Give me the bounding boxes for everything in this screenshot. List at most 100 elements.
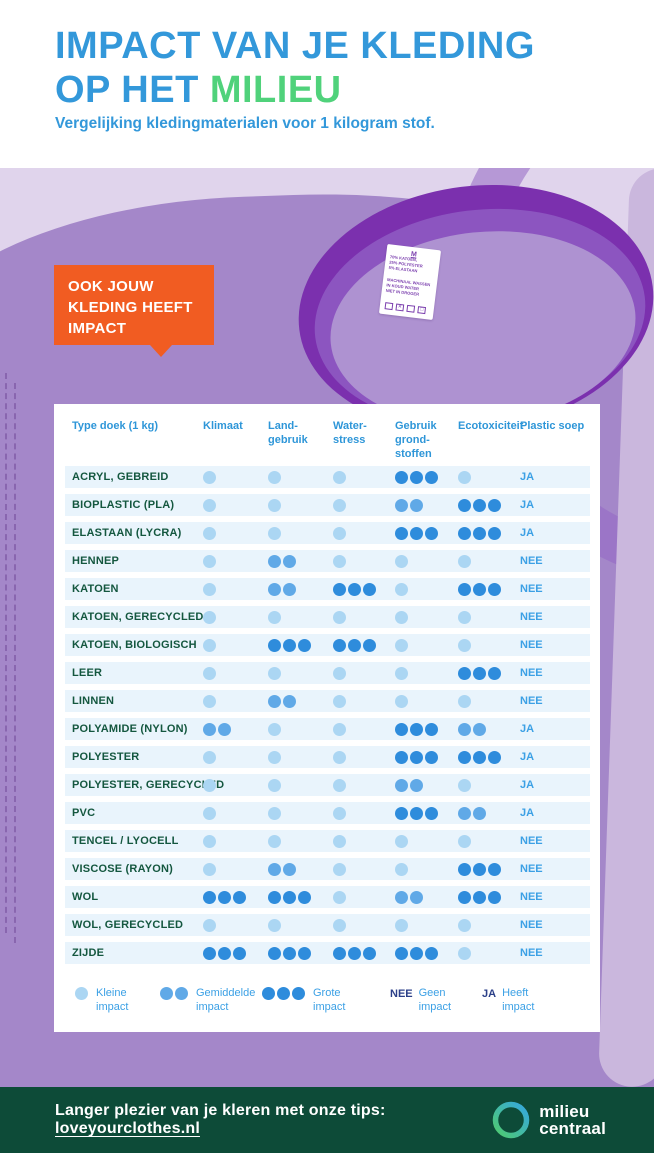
care-wash-icon: [384, 302, 394, 311]
material-label: VISCOSE (RAYON): [72, 863, 174, 875]
impact-dots-waterstress: [333, 694, 395, 708]
column-header-grondstoffen: Gebruik grond- stoffen: [395, 420, 437, 460]
impact-dots-ecotoxiciteit: [458, 778, 520, 792]
impact-dots-klimaat: [203, 750, 268, 764]
milieu-centraal-logo: milieu centraal: [492, 1101, 606, 1139]
material-label: KATOEN, GERECYCLED: [72, 611, 204, 623]
table-row: ZIJDE NEE: [65, 942, 590, 964]
impact-dots-landgebruik: [268, 526, 333, 540]
table-row: BIOPLASTIC (PLA) JA: [65, 494, 590, 516]
impact-dots-landgebruik: [268, 666, 333, 680]
impact-dots-klimaat: [203, 470, 268, 484]
plastic-soup-value: NEE: [520, 695, 543, 707]
impact-dots-ecotoxiciteit: [458, 834, 520, 848]
tag-care-text: MACHINAAL WASSEN IN KOUD WATER NIET IN D…: [385, 278, 431, 298]
plastic-soup-value: JA: [520, 779, 535, 791]
impact-dots-waterstress: [333, 526, 395, 540]
footer-text: Langer plezier van je kleren met onze ti…: [55, 1102, 492, 1138]
impact-dots-grondstoffen: [395, 638, 458, 652]
material-label: POLYESTER: [72, 751, 140, 763]
impact-dots-grondstoffen: [395, 582, 458, 596]
plastic-soup-value: JA: [520, 723, 535, 735]
impact-dots-klimaat: [203, 638, 268, 652]
column-header-ecotoxiciteit: Ecotoxiciteit: [458, 420, 524, 432]
impact-dots-waterstress: [333, 638, 395, 652]
tshirt-illustration: M 70% KATOEN, 25% POLYESTER 5% ELASTAAN …: [0, 168, 654, 1087]
impact-dots-klimaat: [203, 946, 268, 960]
impact-dots-grondstoffen: [395, 834, 458, 848]
impact-dots-ecotoxiciteit: [458, 526, 520, 540]
impact-dots-landgebruik: [268, 862, 333, 876]
footer-link[interactable]: loveyourclothes.nl: [55, 1120, 200, 1137]
impact-dots-grondstoffen: [395, 470, 458, 484]
impact-dots-ecotoxiciteit: [458, 890, 520, 904]
legend-label-nee: Geen impact: [418, 987, 452, 1014]
plastic-soup-value: NEE: [520, 639, 543, 651]
impact-dots-waterstress: [333, 778, 395, 792]
material-label: WOL, GERECYCLED: [72, 919, 184, 931]
plastic-soup-value: JA: [520, 751, 535, 763]
legend-dots-large: [262, 987, 307, 1000]
impact-dots-klimaat: [203, 918, 268, 932]
stitch-line: [5, 373, 7, 933]
legend-item-large: Grote impact: [262, 986, 390, 1015]
material-label: TENCEL / LYOCELL: [72, 835, 179, 847]
impact-dots-grondstoffen: [395, 498, 458, 512]
impact-dots-ecotoxiciteit: [458, 806, 520, 820]
impact-dots-waterstress: [333, 918, 395, 932]
impact-dots-klimaat: [203, 526, 268, 540]
impact-dots-ecotoxiciteit: [458, 638, 520, 652]
table-row: KATOEN, GERECYCLED NEE: [65, 606, 590, 628]
impact-dots-waterstress: [333, 946, 395, 960]
table-body: ACRYL, GEBREID JA BIOPLASTIC (PLA) JA EL…: [54, 466, 600, 964]
impact-dots-ecotoxiciteit: [458, 498, 520, 512]
plastic-soup-value: NEE: [520, 835, 543, 847]
impact-dots-ecotoxiciteit: [458, 918, 520, 932]
table-row: PVC JA: [65, 802, 590, 824]
impact-dots-grondstoffen: [395, 890, 458, 904]
impact-dots-waterstress: [333, 666, 395, 680]
care-iron-icon: [406, 304, 416, 313]
column-header-waterstress: Water- stress: [333, 420, 367, 446]
material-label: KATOEN: [72, 583, 119, 595]
impact-dots-ecotoxiciteit: [458, 862, 520, 876]
table-header-row: Type doek (1 kg) Klimaat Land- gebruik W…: [54, 404, 600, 466]
logo-line2: centraal: [539, 1119, 606, 1138]
impact-dots-grondstoffen: [395, 722, 458, 736]
plastic-soup-value: NEE: [520, 555, 543, 567]
impact-dots-ecotoxiciteit: [458, 666, 520, 680]
impact-dots-ecotoxiciteit: [458, 750, 520, 764]
impact-dots-landgebruik: [268, 750, 333, 764]
legend-dots-small: [75, 987, 90, 1000]
column-header-landgebruik: Land- gebruik: [268, 420, 308, 446]
impact-dots-klimaat: [203, 834, 268, 848]
table-row: LINNEN NEE: [65, 690, 590, 712]
table-row: ACRYL, GEBREID JA: [65, 466, 590, 488]
impact-dots-landgebruik: [268, 918, 333, 932]
table-row: POLYAMIDE (NYLON) JA: [65, 718, 590, 740]
table-row: HENNEP NEE: [65, 550, 590, 572]
impact-dots-grondstoffen: [395, 778, 458, 792]
material-label: ACRYL, GEBREID: [72, 471, 169, 483]
impact-dots-ecotoxiciteit: [458, 610, 520, 624]
impact-dots-waterstress: [333, 750, 395, 764]
material-label: POLYAMIDE (NYLON): [72, 723, 188, 735]
plastic-soup-value: NEE: [520, 947, 543, 959]
plastic-soup-value: JA: [520, 499, 535, 511]
title-line1: IMPACT VAN JE KLEDING: [55, 25, 535, 67]
material-label: BIOPLASTIC (PLA): [72, 499, 175, 511]
care-dry-icon: □: [417, 306, 427, 315]
table-row: POLYESTER, GERECYCLED JA: [65, 774, 590, 796]
table-row: KATOEN, BIOLOGISCH NEE: [65, 634, 590, 656]
plastic-soup-value: JA: [520, 807, 535, 819]
impact-dots-grondstoffen: [395, 666, 458, 680]
stitch-line: [14, 383, 16, 943]
care-icons: ✕ □: [384, 302, 427, 315]
page-title: IMPACT VAN JE KLEDING OP HET MILIEU: [55, 24, 535, 112]
impact-dots-waterstress: [333, 498, 395, 512]
impact-dots-landgebruik: [268, 722, 333, 736]
logo-ring-icon: [492, 1101, 530, 1139]
plastic-soup-value: NEE: [520, 667, 543, 679]
column-header-material: Type doek (1 kg): [72, 420, 158, 432]
plastic-soup-value: NEE: [520, 611, 543, 623]
